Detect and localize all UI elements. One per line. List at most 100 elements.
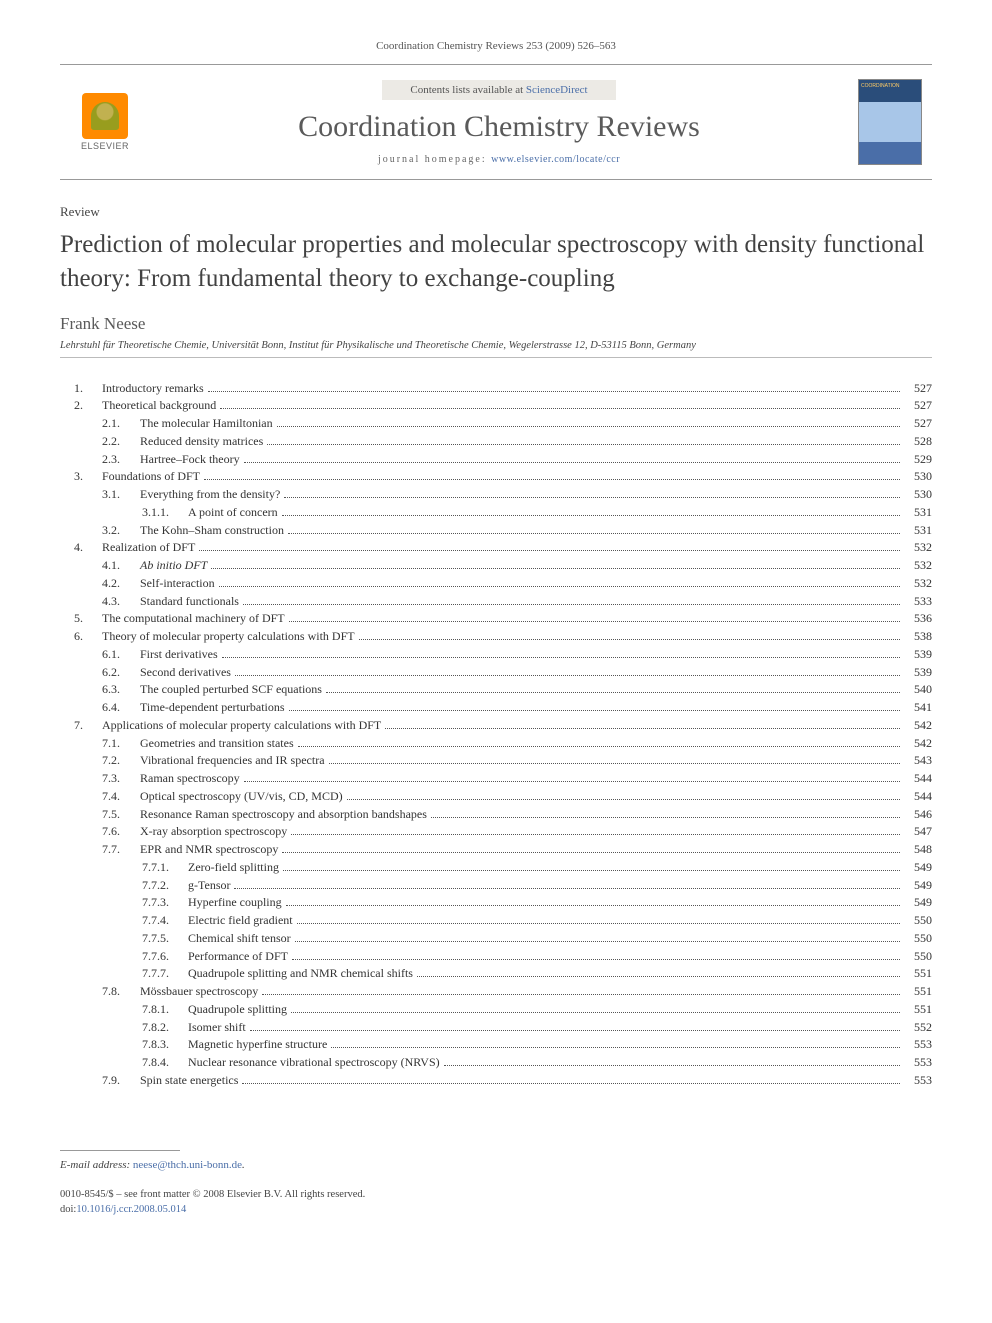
toc-title: Time-dependent perturbations [140, 699, 285, 717]
toc-entry[interactable]: 3.1.1.A point of concern531 [60, 504, 932, 522]
toc-number: 7.6. [102, 823, 130, 841]
toc-title: Vibrational frequencies and IR spectra [140, 752, 325, 770]
toc-entry[interactable]: 7.6.X-ray absorption spectroscopy547 [60, 823, 932, 841]
toc-entry[interactable]: 6.2.Second derivatives539 [60, 664, 932, 682]
toc-entry[interactable]: 2.3.Hartree–Fock theory529 [60, 451, 932, 469]
toc-entry[interactable]: 2.1.The molecular Hamiltonian527 [60, 415, 932, 433]
toc-entry[interactable]: 2.Theoretical background527 [60, 397, 932, 415]
toc-number: 7.8.1. [142, 1001, 178, 1019]
toc-leader-dots [208, 391, 900, 392]
toc-entry[interactable]: 7.Applications of molecular property cal… [60, 717, 932, 735]
toc-entry[interactable]: 7.7.2.g-Tensor549 [60, 877, 932, 895]
toc-entry[interactable]: 4.2.Self-interaction532 [60, 575, 932, 593]
doi-link[interactable]: 10.1016/j.ccr.2008.05.014 [76, 1204, 186, 1215]
contents-available: Contents lists available at ScienceDirec… [382, 80, 615, 100]
toc-entry[interactable]: 5.The computational machinery of DFT536 [60, 610, 932, 628]
toc-leader-dots [282, 515, 900, 516]
toc-entry[interactable]: 7.3.Raman spectroscopy544 [60, 770, 932, 788]
toc-page: 549 [904, 859, 932, 877]
toc-title: Mössbauer spectroscopy [140, 983, 258, 1001]
toc-leader-dots [284, 497, 900, 498]
sciencedirect-link[interactable]: ScienceDirect [526, 84, 588, 96]
email-line: E-mail address: neese@thch.uni-bonn.de. [60, 1159, 932, 1171]
toc-number: 6. [74, 628, 92, 646]
toc-number: 7.7.2. [142, 877, 178, 895]
toc-title: g-Tensor [188, 877, 230, 895]
toc-number: 7.7.1. [142, 859, 178, 877]
homepage-link[interactable]: www.elsevier.com/locate/ccr [491, 154, 620, 165]
toc-entry[interactable]: 6.3.The coupled perturbed SCF equations5… [60, 681, 932, 699]
toc-entry[interactable]: 7.7.3.Hyperfine coupling549 [60, 894, 932, 912]
toc-entry[interactable]: 7.2.Vibrational frequencies and IR spect… [60, 752, 932, 770]
toc-entry[interactable]: 2.2.Reduced density matrices528 [60, 433, 932, 451]
toc-entry[interactable]: 7.8.1.Quadrupole splitting551 [60, 1001, 932, 1019]
author-email-link[interactable]: neese@thch.uni-bonn.de [133, 1159, 242, 1171]
toc-title: Hartree–Fock theory [140, 451, 240, 469]
toc-number: 7.1. [102, 735, 130, 753]
toc-leader-dots [331, 1047, 900, 1048]
toc-entry[interactable]: 6.4.Time-dependent perturbations541 [60, 699, 932, 717]
toc-entry[interactable]: 7.8.Mössbauer spectroscopy551 [60, 983, 932, 1001]
toc-entry[interactable]: 7.7.5.Chemical shift tensor550 [60, 930, 932, 948]
toc-entry[interactable]: 7.8.2.Isomer shift552 [60, 1019, 932, 1037]
toc-page: 532 [904, 575, 932, 593]
email-label: E-mail address: [60, 1159, 130, 1171]
toc-number: 3.2. [102, 522, 130, 540]
toc-title: Self-interaction [140, 575, 215, 593]
toc-leader-dots [250, 1030, 900, 1031]
toc-entry[interactable]: 7.7.1.Zero-field splitting549 [60, 859, 932, 877]
toc-number: 7.7.5. [142, 930, 178, 948]
toc-entry[interactable]: 4.Realization of DFT532 [60, 539, 932, 557]
toc-page: 531 [904, 504, 932, 522]
toc-entry[interactable]: 6.1.First derivatives539 [60, 646, 932, 664]
masthead-center: Contents lists available at ScienceDirec… [140, 80, 858, 165]
toc-entry[interactable]: 7.7.4.Electric field gradient550 [60, 912, 932, 930]
doi-line: doi:10.1016/j.ccr.2008.05.014 [60, 1202, 932, 1218]
toc-entry[interactable]: 7.5.Resonance Raman spectroscopy and abs… [60, 806, 932, 824]
toc-title: Geometries and transition states [140, 735, 294, 753]
toc-entry[interactable]: 3.1.Everything from the density?530 [60, 486, 932, 504]
toc-leader-dots [326, 692, 900, 693]
toc-entry[interactable]: 3.Foundations of DFT530 [60, 468, 932, 486]
toc-page: 541 [904, 699, 932, 717]
toc-number: 7.7.7. [142, 965, 178, 983]
toc-title: The Kohn–Sham construction [140, 522, 284, 540]
toc-leader-dots [283, 870, 900, 871]
toc-page: 548 [904, 841, 932, 859]
toc-entry[interactable]: 6. Theory of molecular property calculati… [60, 628, 932, 646]
toc-leader-dots [244, 462, 900, 463]
toc-page: 533 [904, 593, 932, 611]
toc-entry[interactable]: 4.3.Standard functionals533 [60, 593, 932, 611]
toc-entry[interactable]: 7.9.Spin state energetics553 [60, 1072, 932, 1090]
toc-entry[interactable]: 4.1.Ab initio DFT532 [60, 557, 932, 575]
toc-entry[interactable]: 7.8.4.Nuclear resonance vibrational spec… [60, 1054, 932, 1072]
toc-title: Quadrupole splitting [188, 1001, 287, 1019]
toc-number: 4.1. [102, 557, 130, 575]
toc-leader-dots [222, 657, 900, 658]
toc-number: 7.8.2. [142, 1019, 178, 1037]
toc-number: 4. [74, 539, 92, 557]
toc-title: Theory of molecular property calculation… [102, 628, 355, 646]
toc-leader-dots [444, 1065, 900, 1066]
toc-entry[interactable]: 7.1.Geometries and transition states542 [60, 735, 932, 753]
toc-leader-dots [292, 959, 900, 960]
toc-entry[interactable]: 1.Introductory remarks527 [60, 380, 932, 398]
toc-page: 530 [904, 486, 932, 504]
toc-title: Hyperfine coupling [188, 894, 282, 912]
toc-title: Quadrupole splitting and NMR chemical sh… [188, 965, 413, 983]
toc-entry[interactable]: 7.7.7. Quadrupole splitting and NMR chemi… [60, 965, 932, 983]
contents-prefix: Contents lists available at [410, 84, 525, 96]
toc-number: 7.7.6. [142, 948, 178, 966]
toc-entry[interactable]: 3.2.The Kohn–Sham construction531 [60, 522, 932, 540]
toc-number: 2. [74, 397, 92, 415]
toc-entry[interactable]: 7.7.6.Performance of DFT550 [60, 948, 932, 966]
toc-entry[interactable]: 7.8.3.Magnetic hyperfine structure553 [60, 1036, 932, 1054]
toc-page: 550 [904, 912, 932, 930]
toc-title: Applications of molecular property calcu… [102, 717, 381, 735]
toc-entry[interactable]: 7.7.EPR and NMR spectroscopy548 [60, 841, 932, 859]
toc-entry[interactable]: 7.4.Optical spectroscopy (UV/vis, CD, MC… [60, 788, 932, 806]
footnote-rule [60, 1150, 180, 1151]
toc-leader-dots [295, 941, 900, 942]
toc-number: 2.1. [102, 415, 130, 433]
toc-title: Second derivatives [140, 664, 231, 682]
